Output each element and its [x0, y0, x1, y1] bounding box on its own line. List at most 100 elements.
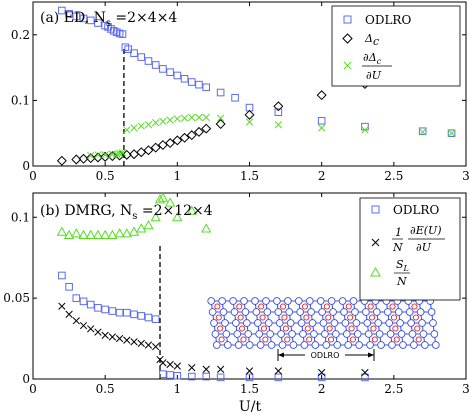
- panel-b: 0 0.5 1 1.5 2 2.5 3 0 0.05 0.1 ODLRO (b) DMRG, Ns…: [3, 192, 470, 415]
- data-point-x: [87, 151, 95, 160]
- series-square: [58, 6, 456, 137]
- plaquette-site: [345, 303, 352, 310]
- data-point-diamond: [150, 142, 161, 153]
- data-point-square: [130, 310, 138, 319]
- x-tick-label: 1: [174, 169, 182, 183]
- inset-odlro-label: ODLRO: [311, 351, 340, 360]
- data-point-x: [318, 124, 326, 132]
- panel-a: 0 0.5 1 1.5 2 2.5 3 0 0.1 0.2 (a) ED, Ns =2×4×4 O…: [11, 1, 470, 183]
- data-point-x: [58, 302, 66, 310]
- legend-a-marker-deltac: [342, 33, 353, 44]
- data-point-triangle: [143, 220, 154, 230]
- data-point-square: [187, 372, 196, 381]
- plaquette-site: [348, 325, 355, 332]
- lattice-site: [316, 297, 325, 305]
- data-point-square: [118, 30, 127, 38]
- lattice-inset: [207, 297, 440, 349]
- data-point-square: [361, 373, 369, 382]
- data-point-triangle: [164, 197, 176, 207]
- lattice-site: [234, 341, 243, 349]
- data-point-square: [79, 297, 88, 306]
- legend-b: ODLRO 1 N ∂E(U) ∂U SL N: [359, 197, 461, 301]
- lattice-site: [300, 341, 309, 349]
- data-point-x: [173, 362, 181, 370]
- lattice-site: [388, 341, 396, 349]
- data-point-triangle: [201, 223, 212, 233]
- data-point-triangle: [128, 226, 140, 236]
- data-point-x: [216, 114, 225, 122]
- plaquette-site: [414, 325, 421, 332]
- lattice-site: [267, 341, 276, 349]
- data-point-x: [166, 360, 174, 369]
- plaquette-site: [323, 303, 330, 310]
- data-point-diamond: [201, 123, 212, 134]
- x-tick-label: 3: [462, 382, 470, 396]
- legend-b-energy-n-num: 1: [395, 226, 402, 239]
- lattice-site: [327, 297, 336, 305]
- lattice-site: [212, 341, 221, 349]
- data-point-square: [274, 108, 283, 117]
- data-point-square: [245, 373, 254, 382]
- lattice-site: [431, 341, 440, 349]
- panel-label-b: (b) DMRG, Ns =2×12×4: [40, 203, 213, 222]
- lattice-site: [274, 308, 283, 316]
- lattice-site: [333, 341, 342, 349]
- data-point-diamond: [165, 138, 176, 149]
- lattice-site: [427, 308, 436, 316]
- data-point-x: [180, 114, 189, 122]
- plaquette-site: [284, 336, 291, 343]
- data-point-x: [159, 117, 167, 126]
- data-point-square: [447, 129, 456, 137]
- legend-b-box: [359, 197, 461, 301]
- plaquette-site: [392, 325, 399, 332]
- plaquette-site: [262, 336, 269, 343]
- lattice-site: [233, 330, 242, 338]
- inset-arrow-left-head: [278, 352, 284, 358]
- lattice-site: [375, 330, 384, 338]
- plaquette-site: [370, 325, 377, 332]
- x-tick-label: 2.5: [384, 169, 403, 183]
- lattice-site: [366, 341, 374, 349]
- y-tick-label: 0.05: [3, 291, 30, 305]
- data-point-triangle: [154, 194, 166, 204]
- lattice-site: [277, 330, 285, 338]
- lattice-site: [410, 341, 418, 349]
- data-point-x: [115, 149, 124, 158]
- lattice-site: [429, 319, 437, 327]
- data-point-diamond: [186, 130, 197, 141]
- x-tick-label: 1.5: [240, 169, 259, 183]
- lattice-site: [223, 341, 232, 349]
- plaquette-site: [281, 314, 288, 321]
- data-point-x: [361, 368, 369, 377]
- data-point-x: [94, 328, 102, 336]
- data-point-x: [274, 121, 283, 129]
- data-point-square: [86, 16, 95, 25]
- data-point-square: [94, 19, 102, 27]
- legend-b-entropy-den: N: [396, 275, 407, 288]
- data-point-square: [72, 294, 81, 302]
- plaquette-site: [301, 303, 309, 310]
- data-point-x: [159, 359, 167, 367]
- data-point-x: [447, 129, 456, 137]
- plaquette-site: [280, 303, 287, 310]
- lattice-site: [355, 341, 364, 349]
- data-point-square: [159, 65, 167, 73]
- lattice-site: [322, 341, 331, 349]
- data-point-x: [419, 128, 427, 136]
- plaquette-site: [390, 314, 398, 321]
- data-point-x: [152, 342, 160, 351]
- lattice-site: [310, 330, 318, 338]
- data-point-square: [418, 127, 427, 136]
- data-point-square: [144, 313, 153, 322]
- legend-b-label-odlro: ODLRO: [393, 203, 439, 217]
- data-point-triangle: [100, 229, 111, 239]
- lattice-site: [285, 308, 294, 316]
- lattice-site: [211, 330, 220, 338]
- data-point-square: [202, 372, 210, 381]
- plaquette-site: [411, 303, 418, 310]
- data-point-square: [159, 370, 167, 378]
- lattice-site: [266, 330, 275, 338]
- lattice-site: [362, 308, 370, 316]
- data-point-triangle: [71, 228, 82, 238]
- data-point-x: [123, 126, 131, 134]
